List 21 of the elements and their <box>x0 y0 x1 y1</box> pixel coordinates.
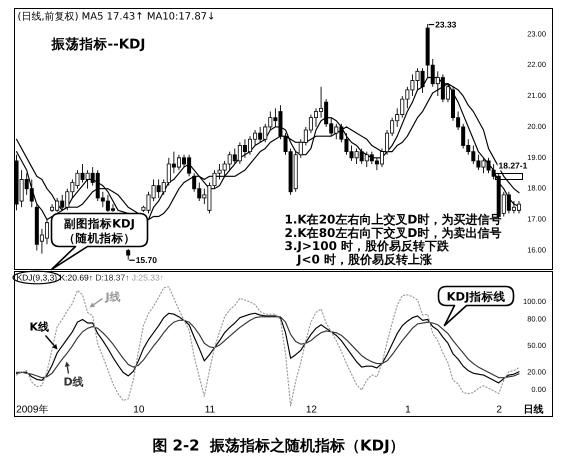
caption: 图 2-2 振荡指标之随机指标（KDJ） <box>152 436 405 454</box>
chart-title: (日线,前复权) MA5 17.43↑ MA10:17.87↓ <box>18 10 216 22</box>
x-tick-label: 11 <box>204 404 216 416</box>
x-tick-label: 2 <box>496 404 502 416</box>
annotation: 23.33 <box>435 20 457 30</box>
annotation: 副图指标KDJ （随机指标） <box>64 216 136 245</box>
annotation: 15.70 <box>136 255 158 266</box>
chart-title: KDJ(9,3,3) K:20.69↑ D:18.37↑ J:25.33↑ <box>16 272 164 282</box>
x-tick-label: 2009年 <box>16 404 48 416</box>
annotation: 18.27-1 <box>498 160 528 170</box>
annotation: 振荡指标--KDJ <box>50 36 146 52</box>
x-tick-label: 10 <box>133 404 145 416</box>
legend-label: J线 <box>104 290 121 304</box>
annotation: KDJ指标线 <box>446 290 506 304</box>
line-series <box>16 286 520 406</box>
candlestick <box>126 248 130 260</box>
x-axis-title: 日线 <box>524 404 544 416</box>
series-label: D线 <box>64 376 84 388</box>
series-label: K线 <box>30 320 50 334</box>
x-tick-label: 12 <box>306 404 318 416</box>
x-tick-label: 1 <box>405 404 412 416</box>
